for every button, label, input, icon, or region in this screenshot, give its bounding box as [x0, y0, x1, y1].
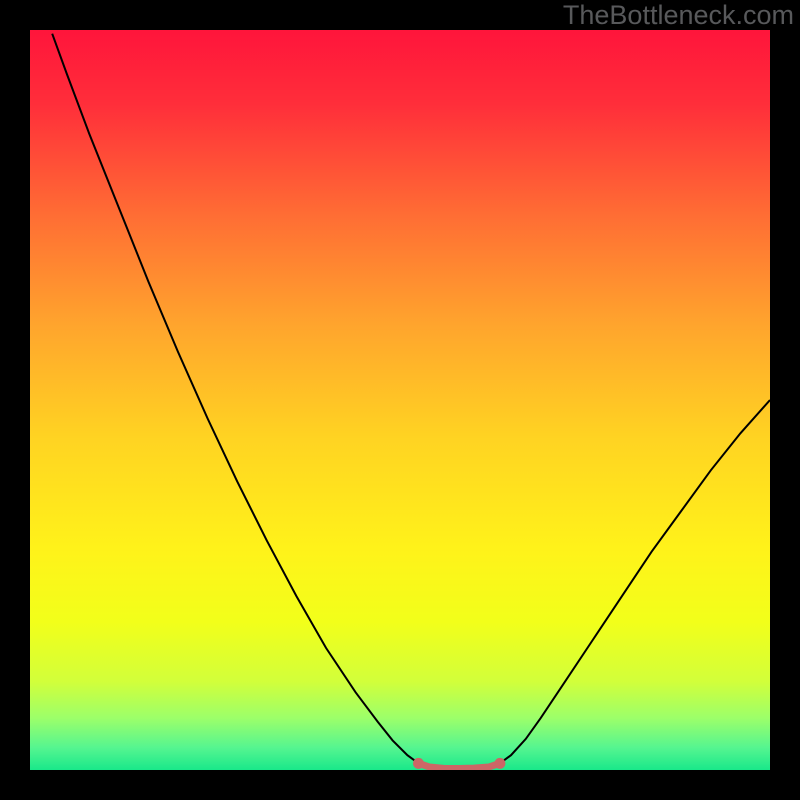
plot-area	[30, 30, 770, 770]
marker-dot	[413, 758, 424, 769]
gradient-rect	[30, 30, 770, 770]
watermark-text: TheBottleneck.com	[563, 0, 794, 31]
plot-svg	[30, 30, 770, 770]
marker-dot	[494, 758, 505, 769]
chart-container: TheBottleneck.com	[0, 0, 800, 800]
